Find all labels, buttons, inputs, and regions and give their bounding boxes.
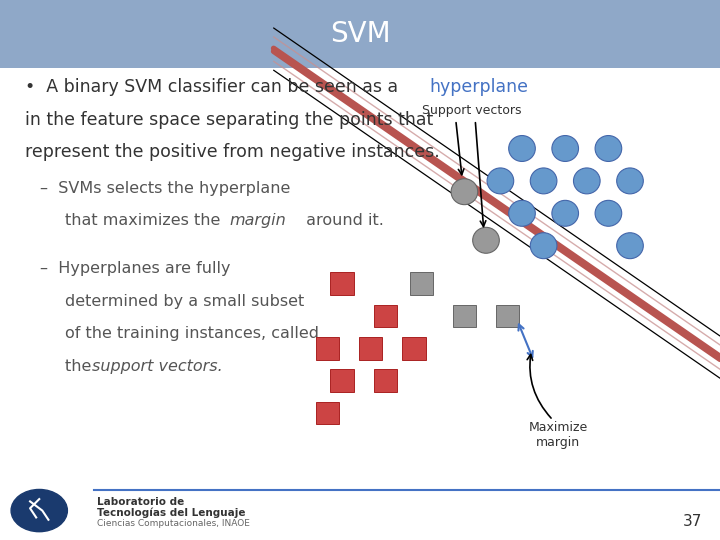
Text: Laboratorio de: Laboratorio de — [97, 497, 184, 507]
Ellipse shape — [473, 227, 500, 253]
Text: of the training instances, called: of the training instances, called — [65, 326, 319, 341]
Ellipse shape — [11, 489, 68, 532]
Bar — [316, 402, 339, 424]
Bar — [359, 337, 382, 360]
Text: Tecnologías del Lenguaje: Tecnologías del Lenguaje — [97, 508, 246, 518]
Bar — [330, 369, 354, 392]
Bar — [496, 305, 519, 327]
Text: determined by a small subset: determined by a small subset — [65, 294, 304, 309]
Ellipse shape — [451, 179, 478, 205]
Ellipse shape — [616, 233, 644, 259]
Text: –  SVMs selects the hyperplane: – SVMs selects the hyperplane — [40, 181, 290, 197]
Ellipse shape — [487, 168, 514, 194]
Ellipse shape — [616, 168, 644, 194]
Ellipse shape — [508, 200, 536, 226]
Text: represent the positive from negative instances.: represent the positive from negative ins… — [25, 143, 440, 161]
Bar — [374, 305, 397, 327]
Text: •  A binary SVM classifier can be seen as a: • A binary SVM classifier can be seen as… — [25, 78, 404, 97]
Text: around it.: around it. — [301, 213, 384, 228]
Text: margin: margin — [229, 213, 286, 228]
Text: –  Hyperplanes are fully: – Hyperplanes are fully — [40, 261, 230, 276]
Bar — [330, 272, 354, 295]
Text: the: the — [65, 359, 96, 374]
Text: SVM: SVM — [330, 20, 390, 48]
FancyBboxPatch shape — [0, 0, 720, 68]
Text: that maximizes the: that maximizes the — [65, 213, 225, 228]
Ellipse shape — [552, 200, 579, 226]
Bar — [453, 305, 476, 327]
Text: 37: 37 — [683, 514, 702, 529]
Text: Ciencias Computacionales, INAOE: Ciencias Computacionales, INAOE — [97, 519, 250, 528]
Bar — [410, 272, 433, 295]
Text: hyperplane: hyperplane — [429, 78, 528, 97]
Ellipse shape — [595, 136, 622, 161]
Ellipse shape — [530, 168, 557, 194]
Ellipse shape — [552, 136, 579, 161]
Ellipse shape — [595, 200, 622, 226]
Bar — [316, 337, 339, 360]
Text: in the feature space separating the points that: in the feature space separating the poin… — [25, 111, 433, 129]
Ellipse shape — [508, 136, 536, 161]
Ellipse shape — [530, 233, 557, 259]
Bar — [374, 369, 397, 392]
Text: Support vectors: Support vectors — [422, 104, 521, 117]
Text: support vectors.: support vectors. — [92, 359, 223, 374]
Bar — [402, 337, 426, 360]
Text: Maximize
margin: Maximize margin — [528, 421, 588, 449]
Ellipse shape — [573, 168, 600, 194]
